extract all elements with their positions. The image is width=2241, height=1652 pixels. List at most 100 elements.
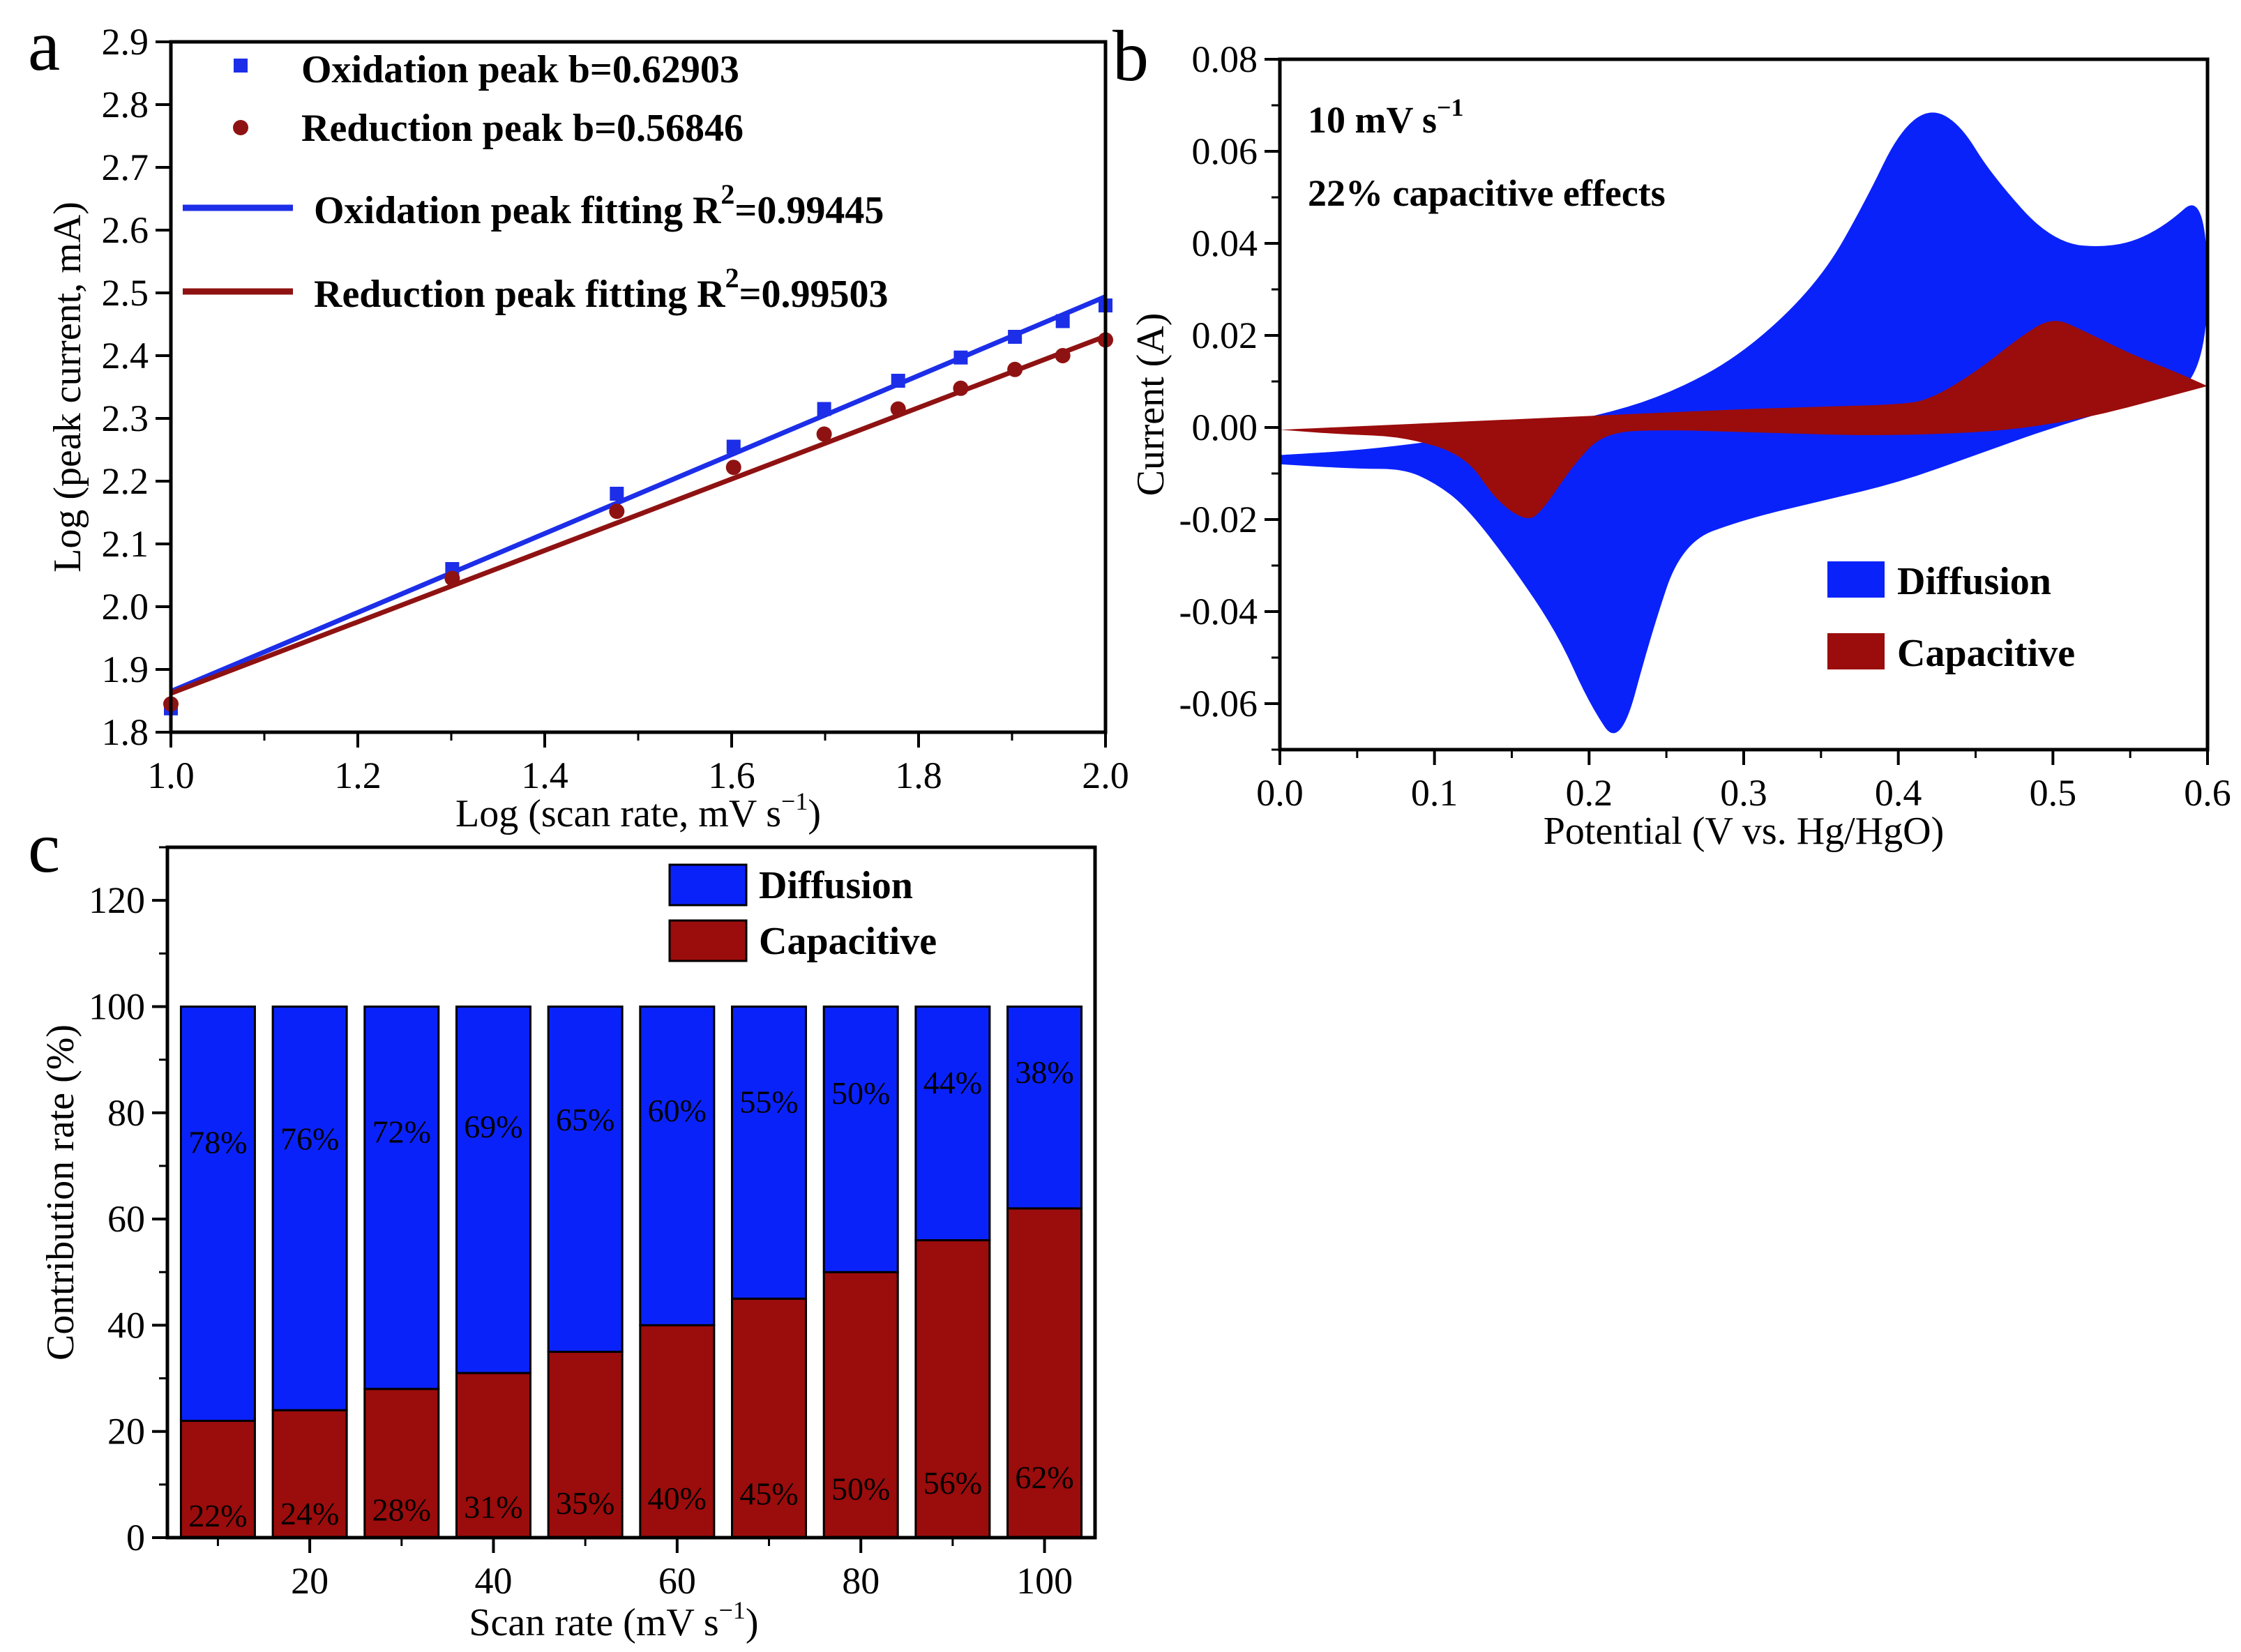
x-tick-label: 1.6 xyxy=(708,755,755,796)
x-tick-label: 2.0 xyxy=(1082,755,1129,796)
bar-label-capacitive: 62% xyxy=(1015,1460,1073,1495)
x-tick-label: 1.2 xyxy=(334,755,382,796)
legend-oxidation-label: Oxidation peak b=0.62903 xyxy=(301,48,739,91)
bar-capacitive xyxy=(547,1350,624,1539)
panel-b-xlabel: Potential (V vs. Hg/HgO) xyxy=(1544,810,1945,853)
panel-letter-c: c xyxy=(28,808,60,888)
bar-label-capacitive: 56% xyxy=(923,1465,982,1501)
legend-b-capacitive-label: Capacitive xyxy=(1897,632,2075,675)
bar-capacitive xyxy=(914,1239,991,1539)
y-tick-label: 0.00 xyxy=(1192,407,1258,448)
y-tick-label: 80 xyxy=(107,1092,145,1134)
reduction-point xyxy=(816,426,832,442)
bar-diffusion xyxy=(363,1005,440,1390)
legend-b-diffusion-swatch xyxy=(1827,561,1885,598)
cv-area-capacitive xyxy=(1280,321,2208,518)
y-tick-label: 1.8 xyxy=(102,711,149,753)
bar-label-capacitive: 50% xyxy=(831,1471,890,1506)
bar-label-diffusion: 60% xyxy=(648,1093,707,1128)
bar-diffusion xyxy=(822,1005,899,1273)
x-tick-label: 100 xyxy=(1016,1560,1073,1602)
legend-b-diffusion-label: Diffusion xyxy=(1897,560,2051,603)
panel-letter-b: b xyxy=(1112,16,1149,96)
panel-a-scatter-chart: 1.0 1.2 1.4 1.6 1.8 2.0 1.8 1.9 2.0 2.1 2.2 2.3 2.4 2… xyxy=(46,21,1129,835)
y-tick-label: 2.6 xyxy=(102,209,149,251)
panel-b-capacitive-annotation: 22% capacitive effects xyxy=(1308,172,1666,214)
x-tick-label: 0.3 xyxy=(1720,772,1767,814)
bar-label-diffusion: 44% xyxy=(923,1065,982,1100)
x-tick-label: 0.5 xyxy=(2030,772,2077,814)
legend-c-diffusion-label: Diffusion xyxy=(759,864,913,907)
oxidation-point xyxy=(891,374,905,388)
x-tick-label: 60 xyxy=(658,1560,696,1602)
bar-label-capacitive: 45% xyxy=(739,1476,798,1511)
bar-label-diffusion: 78% xyxy=(188,1124,247,1160)
x-tick-label: 0.4 xyxy=(1875,772,1922,814)
y-tick-label: 0.02 xyxy=(1192,315,1258,356)
y-tick-label: 20 xyxy=(107,1411,145,1453)
bar-capacitive xyxy=(363,1388,440,1539)
legend-oxidation-marker xyxy=(234,59,248,73)
y-tick-label: 0.06 xyxy=(1192,130,1258,172)
bar-label-capacitive: 24% xyxy=(280,1496,339,1531)
legend-reduction-marker xyxy=(233,120,248,135)
y-tick-label: 40 xyxy=(107,1304,145,1346)
x-tick-label: 0.6 xyxy=(2184,772,2231,814)
x-tick-label: 1.0 xyxy=(147,755,195,796)
bar-label-diffusion: 38% xyxy=(1015,1054,1073,1090)
bar-diffusion xyxy=(1006,1005,1083,1210)
y-tick-label: 2.3 xyxy=(102,397,149,439)
y-tick-label: -0.02 xyxy=(1179,499,1258,540)
y-tick-label: 2.9 xyxy=(102,21,149,63)
oxidation-point xyxy=(953,350,968,365)
bar-capacitive xyxy=(1006,1207,1083,1539)
legend-reduction-label: Reduction peak b=0.56846 xyxy=(301,107,744,150)
bar-label-capacitive: 28% xyxy=(372,1492,431,1528)
reduction-point xyxy=(444,570,460,586)
fit-line-oxidation xyxy=(169,294,1107,694)
y-tick-label: 2.8 xyxy=(102,84,149,126)
y-tick-label: 2.5 xyxy=(102,272,149,314)
bar-label-diffusion: 72% xyxy=(372,1114,431,1149)
panel-c-ylabel: Contribution rate (%) xyxy=(39,1024,82,1361)
legend-c-capacitive-label: Capacitive xyxy=(759,920,937,963)
legend-c-diffusion-swatch xyxy=(668,863,748,907)
bar-label-diffusion: 50% xyxy=(831,1075,890,1111)
y-tick-label: 2.0 xyxy=(102,586,149,628)
y-tick-label: 0 xyxy=(126,1517,145,1559)
legend-b-capacitive-swatch xyxy=(1827,633,1885,669)
bar-capacitive xyxy=(731,1297,808,1539)
y-tick-label: -0.06 xyxy=(1179,683,1258,725)
reduction-point xyxy=(890,401,906,417)
x-tick-label: 40 xyxy=(474,1560,512,1602)
bar-label-diffusion: 65% xyxy=(556,1102,614,1137)
fit-line-reduction xyxy=(169,333,1107,696)
bar-label-capacitive: 22% xyxy=(188,1498,247,1533)
bar-capacitive xyxy=(639,1324,716,1539)
panel-a-xlabel: Log (scan rate, mV s−1) xyxy=(455,787,821,835)
bar-label-capacitive: 31% xyxy=(464,1490,522,1525)
x-tick-label: 20 xyxy=(291,1560,329,1602)
bar-diffusion xyxy=(731,1005,808,1300)
y-tick-label: 0.08 xyxy=(1192,38,1258,80)
panel-b-area-chart: 0.0 0.1 0.2 0.3 0.4 0.5 0.6 0.08 0.06 0.04 0.02 0.0… xyxy=(1129,38,2231,853)
legend-c-capacitive-swatch xyxy=(668,919,748,962)
oxidation-point xyxy=(610,487,624,501)
bar-label-capacitive: 40% xyxy=(648,1480,707,1516)
y-tick-label: 120 xyxy=(89,879,145,921)
oxidation-point xyxy=(1055,314,1070,328)
x-tick-label: 1.4 xyxy=(521,755,568,796)
y-tick-label: 2.2 xyxy=(102,460,149,502)
panel-letter-a: a xyxy=(28,6,60,86)
bar-label-capacitive: 35% xyxy=(556,1485,614,1521)
y-tick-label: -0.04 xyxy=(1179,591,1258,632)
bar-diffusion xyxy=(179,1005,256,1422)
reduction-point xyxy=(953,380,969,396)
x-tick-label: 80 xyxy=(842,1560,880,1602)
panel-c-xlabel: Scan rate (mV s−1) xyxy=(469,1596,758,1644)
oxidation-point xyxy=(726,439,741,454)
legend-oxidation-fit-label: Oxidation peak fitting R2=0.99445 xyxy=(314,179,884,232)
panel-c-stacked-bar-chart: 22% 78% 24% 76% 28% 72% 31% 69% 35% 65% 40% 60% 45% 5… xyxy=(39,845,1097,1644)
panel-b-scan-rate-annotation: 10 mV s−1 xyxy=(1308,93,1464,141)
